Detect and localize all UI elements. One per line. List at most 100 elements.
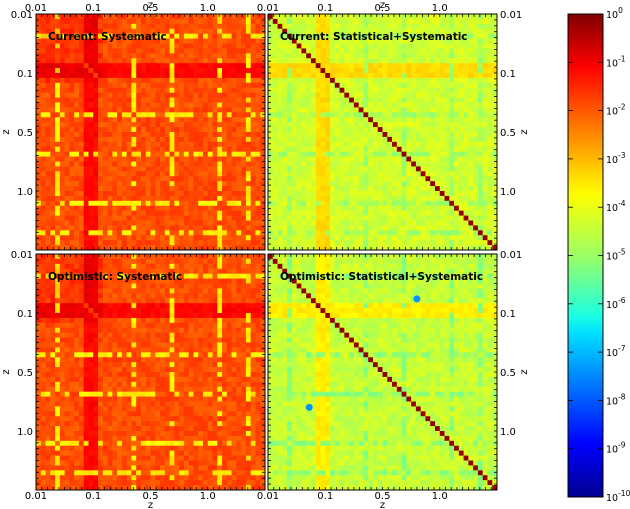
heatmap-cell bbox=[296, 58, 302, 64]
heatmap-cell bbox=[45, 122, 51, 128]
heatmap-cell bbox=[78, 132, 85, 138]
heatmap-cell bbox=[50, 73, 56, 79]
heatmap-cell bbox=[353, 161, 360, 167]
heatmap-cell bbox=[217, 132, 223, 138]
heatmap-cell bbox=[155, 68, 161, 74]
heatmap-cell bbox=[236, 176, 242, 182]
heatmap-cell bbox=[93, 43, 99, 49]
heatmap-cell bbox=[145, 43, 151, 49]
heatmap-cell bbox=[140, 141, 147, 148]
heatmap-cell bbox=[358, 33, 364, 39]
heatmap-cell bbox=[368, 171, 374, 177]
heatmap-cell bbox=[310, 82, 317, 89]
heatmap-cell bbox=[255, 38, 261, 44]
heatmap-cell bbox=[449, 82, 455, 89]
heatmap-cell bbox=[245, 161, 252, 167]
heatmap-cell bbox=[98, 117, 104, 123]
heatmap-cell bbox=[454, 186, 460, 192]
heatmap-cell bbox=[169, 136, 175, 143]
heatmap-cell bbox=[102, 278, 108, 284]
heatmap-cell bbox=[401, 18, 407, 25]
heatmap-cell bbox=[260, 97, 266, 103]
heatmap-cell bbox=[487, 77, 493, 84]
heatmap-cell bbox=[411, 38, 417, 44]
heatmap-cell bbox=[40, 195, 46, 202]
heatmap-cell bbox=[363, 48, 369, 54]
heatmap-cell bbox=[131, 87, 137, 94]
heatmap-cell bbox=[145, 146, 151, 153]
heatmap-cell bbox=[301, 225, 307, 231]
heatmap-cell bbox=[434, 230, 441, 236]
heatmap-cell bbox=[140, 288, 147, 294]
heatmap-cell bbox=[454, 220, 460, 226]
heatmap-cell bbox=[126, 87, 132, 94]
heatmap-cell bbox=[353, 210, 360, 216]
heatmap-cell bbox=[36, 245, 42, 251]
heatmap-cell bbox=[449, 146, 455, 153]
heatmap-cell bbox=[420, 225, 426, 231]
heatmap-cell bbox=[296, 240, 302, 246]
heatmap-cell bbox=[98, 87, 104, 94]
heatmap-cell bbox=[50, 225, 56, 231]
heatmap-cell bbox=[179, 181, 185, 187]
heatmap-cell bbox=[145, 156, 151, 162]
heatmap-cell bbox=[434, 240, 441, 246]
heatmap-cell bbox=[387, 146, 393, 153]
heatmap-cell bbox=[140, 254, 147, 260]
heatmap-cell bbox=[339, 225, 345, 231]
heatmap-cell bbox=[40, 254, 46, 260]
heatmap-cell bbox=[420, 23, 426, 30]
heatmap-cell bbox=[334, 186, 340, 192]
heatmap-cell bbox=[207, 191, 213, 197]
heatmap-cell bbox=[387, 161, 393, 167]
heatmap-cell bbox=[268, 92, 274, 98]
heatmap-cell bbox=[291, 77, 298, 84]
heatmap-cell bbox=[372, 141, 379, 148]
heatmap-cell bbox=[179, 161, 185, 167]
heatmap-cell bbox=[458, 58, 464, 64]
heatmap-cell bbox=[98, 215, 104, 221]
heatmap-cell bbox=[183, 23, 190, 30]
heatmap-cell bbox=[325, 73, 331, 79]
heatmap-cell bbox=[69, 268, 75, 275]
heatmap-cell bbox=[188, 240, 194, 246]
heatmap-cell bbox=[112, 77, 118, 84]
heatmap-cell bbox=[212, 127, 218, 133]
heatmap-cell bbox=[45, 87, 51, 94]
heatmap-cell bbox=[74, 156, 80, 162]
heatmap-cell bbox=[377, 136, 383, 143]
heatmap-cell bbox=[250, 258, 256, 265]
heatmap-cell bbox=[112, 176, 118, 182]
heatmap-cell bbox=[236, 220, 242, 226]
heatmap-cell bbox=[339, 73, 345, 79]
heatmap-cell bbox=[174, 240, 180, 246]
heatmap-cell bbox=[339, 102, 345, 108]
heatmap-cell bbox=[482, 132, 488, 138]
heatmap-cell bbox=[330, 77, 336, 84]
heatmap-cell bbox=[250, 176, 256, 182]
heatmap-cell bbox=[202, 53, 209, 59]
heatmap-cell bbox=[406, 215, 412, 221]
heatmap-cell bbox=[64, 136, 70, 143]
heatmap-cell bbox=[183, 136, 190, 143]
heatmap-cell bbox=[136, 151, 142, 157]
heatmap-cell bbox=[449, 102, 455, 108]
heatmap-cell bbox=[155, 278, 161, 284]
heatmap-cell bbox=[415, 205, 422, 212]
heatmap-cell bbox=[193, 146, 199, 153]
heatmap-cell bbox=[155, 87, 161, 94]
heatmap-cell bbox=[401, 53, 407, 59]
heatmap-cell bbox=[255, 186, 261, 192]
heatmap-cell bbox=[260, 195, 266, 202]
heatmap-cell bbox=[226, 38, 232, 44]
heatmap-cell bbox=[117, 210, 123, 216]
heatmap-cell bbox=[344, 73, 350, 79]
heatmap-cell bbox=[363, 82, 369, 89]
heatmap-cell bbox=[330, 82, 336, 89]
heatmap-cell bbox=[121, 127, 128, 133]
heatmap-cell bbox=[155, 215, 161, 221]
heatmap-cell bbox=[420, 107, 426, 113]
heatmap-cell bbox=[325, 136, 331, 143]
heatmap-cell bbox=[315, 210, 321, 216]
heatmap-cell bbox=[268, 33, 274, 39]
